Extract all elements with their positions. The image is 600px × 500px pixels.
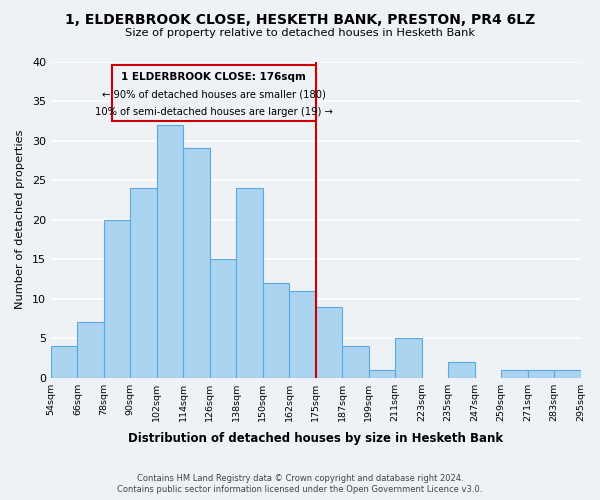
Bar [527,370,554,378]
Text: ← 90% of detached houses are smaller (180): ← 90% of detached houses are smaller (18… [102,89,326,99]
Text: Contains HM Land Registry data © Crown copyright and database right 2024.
Contai: Contains HM Land Registry data © Crown c… [118,474,482,494]
Bar [554,370,581,378]
Bar [289,290,316,378]
Bar [395,338,422,378]
Bar [263,283,289,378]
Bar [316,306,342,378]
Bar [448,362,475,378]
Text: Size of property relative to detached houses in Hesketh Bank: Size of property relative to detached ho… [125,28,475,38]
Y-axis label: Number of detached properties: Number of detached properties [15,130,25,310]
FancyBboxPatch shape [112,66,316,121]
Bar [342,346,368,378]
Text: 1 ELDERBROOK CLOSE: 176sqm: 1 ELDERBROOK CLOSE: 176sqm [121,72,306,82]
Text: 1, ELDERBROOK CLOSE, HESKETH BANK, PRESTON, PR4 6LZ: 1, ELDERBROOK CLOSE, HESKETH BANK, PREST… [65,12,535,26]
Bar [184,148,210,378]
Bar [77,322,104,378]
Bar [501,370,527,378]
Bar [51,346,77,378]
X-axis label: Distribution of detached houses by size in Hesketh Bank: Distribution of detached houses by size … [128,432,503,445]
Bar [130,188,157,378]
Text: 10% of semi-detached houses are larger (19) →: 10% of semi-detached houses are larger (… [95,106,333,117]
Bar [368,370,395,378]
Bar [210,259,236,378]
Bar [236,188,263,378]
Bar [157,124,184,378]
Bar [104,220,130,378]
